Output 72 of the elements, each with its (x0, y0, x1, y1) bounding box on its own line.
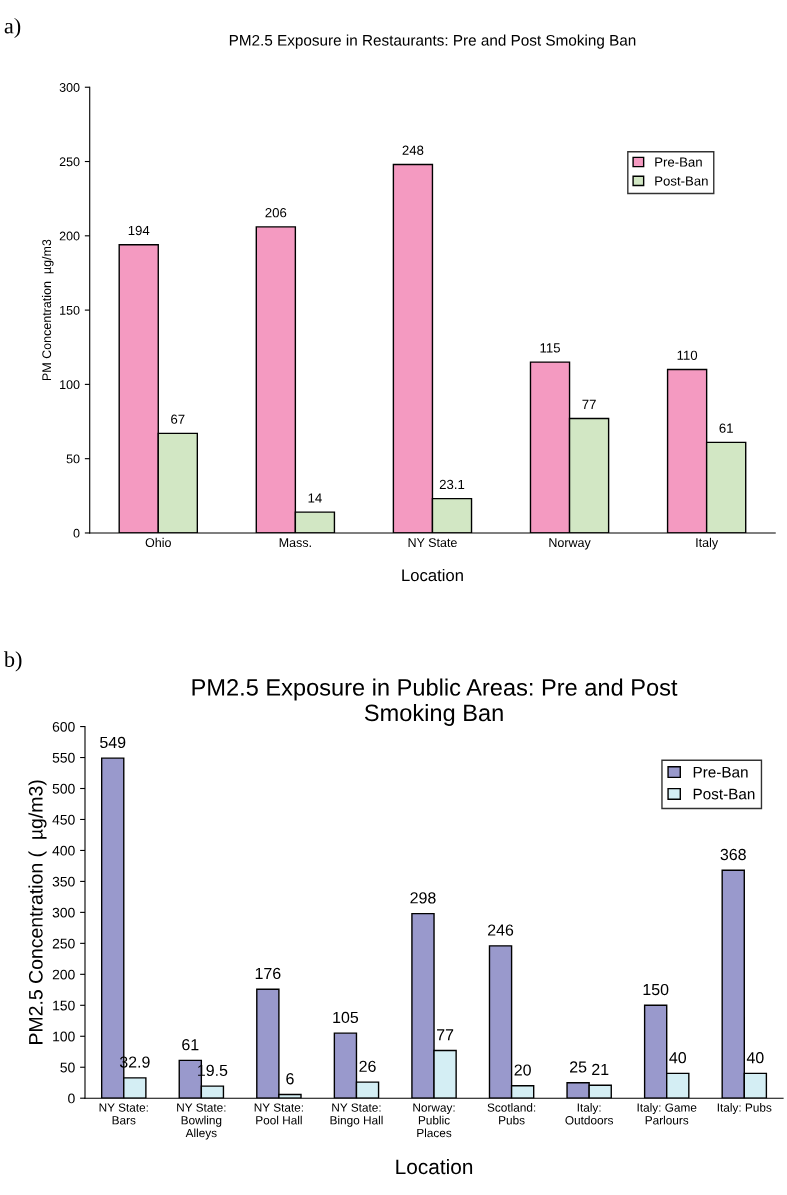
data-label: 206 (265, 208, 287, 218)
y-tick-label: 550 (52, 752, 75, 763)
x-tick-label: NY State: Bowling Alleys (177, 1103, 226, 1140)
data-label: 40 (669, 1052, 687, 1064)
data-label: 176 (255, 967, 281, 980)
y-tick-label: 250 (52, 938, 75, 949)
data-label: 298 (410, 892, 436, 904)
chart-title: PM2.5 Exposure in Restaurants: Pre and Post Smoking Ban (229, 34, 636, 49)
data-label: 115 (540, 343, 560, 353)
data-label: 549 (100, 736, 126, 749)
y-tick-label: 300 (52, 907, 75, 918)
data-label: 246 (488, 924, 514, 936)
x-tick-label: Norway: Public Places (413, 1103, 455, 1138)
x-tick-label: Norway (549, 538, 591, 550)
y-tick-label: 100 (53, 1031, 75, 1042)
y-tick-label: 50 (60, 1062, 75, 1073)
x-tick-label: Italy (696, 537, 719, 550)
y-tick-label: 300 (59, 83, 80, 92)
legend-label: Post-Ban (693, 788, 755, 800)
data-label: 248 (402, 145, 424, 155)
text: a) (4, 17, 21, 39)
y-tick-label: 350 (52, 876, 75, 887)
x-tick-label: Italy: Pubs (717, 1103, 772, 1115)
data-label: 61 (719, 423, 733, 433)
x-tick-label: NY State: Pool Hall (254, 1103, 303, 1125)
data-label: 21 (592, 1063, 609, 1075)
data-label: 23.1 (439, 479, 465, 490)
data-label: 194 (128, 225, 150, 236)
legend-label: Pre-Ban (655, 157, 702, 167)
data-label: 67 (171, 414, 185, 424)
data-label: 14 (308, 493, 322, 503)
y-tick-label: 450 (52, 814, 75, 825)
y-tick-label: 50 (66, 454, 80, 464)
y-tick-label: 150 (60, 305, 80, 315)
x-tick-label: Italy: Game Parlours (637, 1103, 697, 1125)
y-tick-label: 400 (52, 845, 75, 856)
data-label: 20 (514, 1064, 531, 1076)
y-tick-label: 0 (68, 1093, 75, 1104)
y-tick-label: 200 (52, 969, 75, 980)
data-label: 368 (720, 848, 746, 861)
data-label: 25 (570, 1061, 587, 1073)
data-label: 150 (643, 983, 669, 996)
x-tick-label: NY State (408, 538, 457, 548)
y-tick-label: 0 (73, 528, 80, 538)
legend-label: Pre-Ban (693, 766, 748, 778)
x-tick-label: Scotland: Pubs (487, 1103, 536, 1125)
y-axis-title: PM Concentration µg/m3 (41, 239, 54, 381)
data-label: 6 (286, 1073, 294, 1085)
data-label: 77 (582, 399, 596, 409)
x-tick-label: Mass. (279, 538, 311, 548)
x-tick-label: Italy: Outdoors (565, 1103, 614, 1125)
y-tick-label: 250 (59, 157, 80, 167)
y-tick-label: 600 (52, 721, 75, 732)
data-label: 26 (359, 1060, 376, 1072)
text: b) (3, 651, 22, 672)
x-tick-label: NY State: Bars (99, 1103, 148, 1125)
legend-label: Post-Ban (655, 176, 708, 186)
y-tick-label: 500 (52, 783, 75, 794)
x-tick-label: Ohio (145, 537, 171, 548)
data-label: 105 (333, 1011, 359, 1024)
chart-title: PM2.5 Exposure in Public Areas: Pre and Post Smoking Ban (192, 678, 678, 726)
data-label: 61 (182, 1039, 199, 1051)
data-label: 40 (746, 1052, 764, 1064)
y-tick-label: 200 (59, 231, 80, 241)
x-tick-label: NY State: Bingo Hall (330, 1103, 383, 1127)
data-label: 77 (437, 1029, 454, 1041)
data-label: 110 (677, 350, 698, 360)
y-tick-label: 100 (60, 380, 80, 390)
x-axis-title: Location (396, 1158, 473, 1175)
y-tick-label: 150 (53, 1000, 75, 1011)
y-axis-title: PM2.5 Concentration ( µg/m3) (28, 780, 47, 1044)
x-axis-title: Location (402, 568, 463, 582)
